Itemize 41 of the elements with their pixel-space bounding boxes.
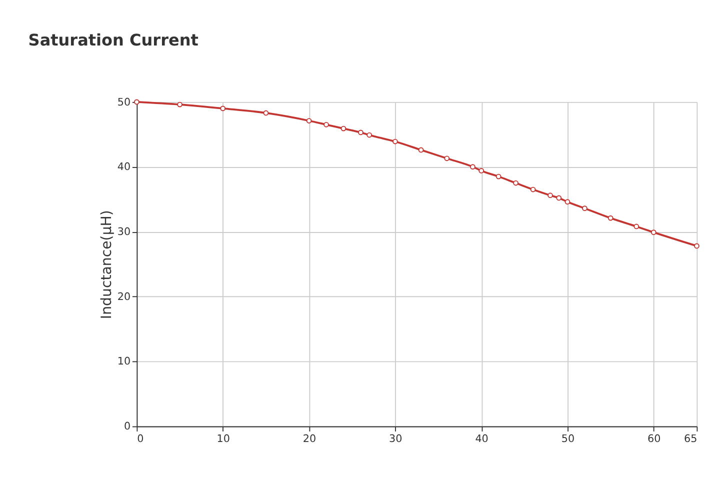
point (556, 195, 562, 201)
point (444, 156, 450, 162)
x-tick-label: 0 (137, 432, 144, 445)
point (470, 164, 476, 170)
point (582, 206, 588, 212)
point (306, 118, 312, 124)
y-axis-title: Inductance(μH) (98, 210, 115, 320)
x-tick-label: 65 (684, 432, 698, 445)
point (324, 122, 329, 128)
point (564, 199, 570, 205)
x-tick-label: 30 (389, 432, 402, 445)
point (263, 110, 269, 116)
point (513, 180, 518, 186)
point (530, 186, 536, 192)
x-tick-label: 50 (561, 432, 575, 445)
point (220, 106, 226, 112)
point (634, 224, 640, 230)
y-tick-label: 20 (117, 290, 131, 303)
point (177, 102, 182, 108)
point (548, 192, 553, 198)
point (608, 215, 614, 221)
point (418, 147, 424, 153)
point (478, 168, 484, 174)
point (134, 99, 140, 105)
point (650, 230, 656, 236)
point (340, 126, 346, 132)
point (392, 138, 398, 144)
point (694, 243, 700, 249)
y-tick-label: 50 (117, 96, 131, 108)
x-tick-label: 40 (475, 432, 488, 445)
point (496, 174, 502, 180)
x-tick-label: 60 (648, 432, 661, 445)
x-tick-label: 20 (302, 432, 316, 445)
x-tick-label: 10 (216, 432, 230, 445)
y-tick-label: 0 (124, 420, 131, 433)
point (366, 132, 372, 138)
chart-title: Saturation Current (28, 30, 199, 50)
point (358, 130, 364, 136)
y-tick-label: 30 (117, 226, 131, 238)
y-tick-label: 10 (117, 356, 131, 368)
y-tick-label: 40 (117, 161, 131, 174)
